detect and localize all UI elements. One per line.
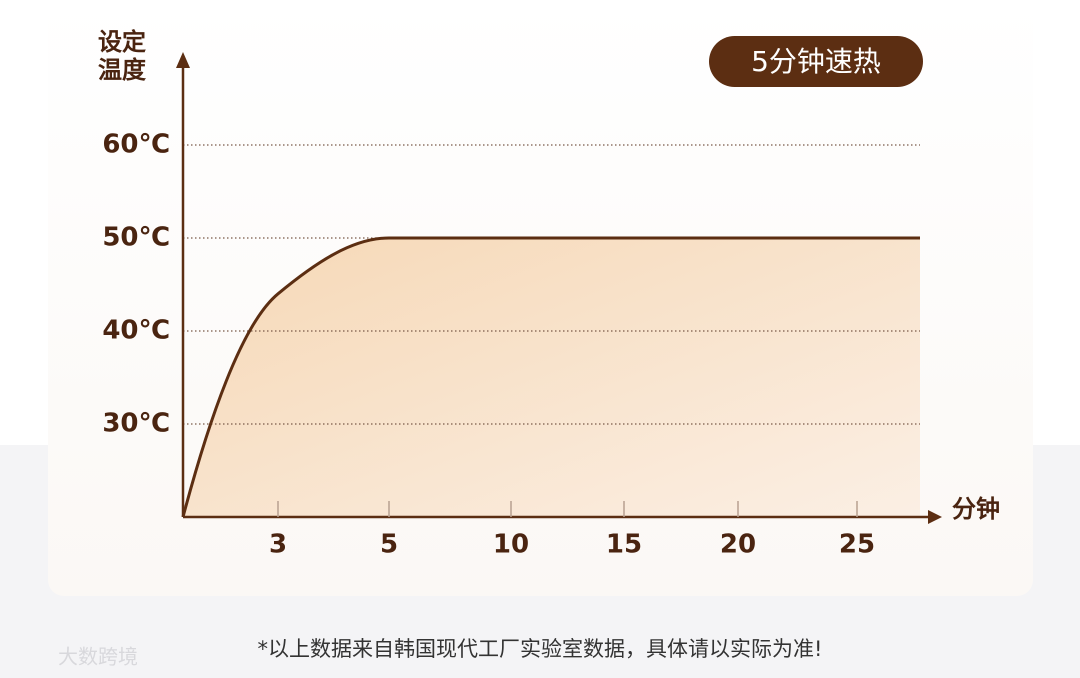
y-axis-arrow bbox=[176, 52, 190, 68]
line bbox=[181, 236, 920, 518]
footnote: *以上数据来自韩国现代工厂实验室数据，具体请以实际为准! bbox=[258, 637, 823, 661]
y-tick-label: 40℃ bbox=[102, 316, 170, 346]
watermark: 大数跨境 bbox=[58, 645, 138, 669]
x-axis-arrow bbox=[928, 510, 942, 524]
x-tick-label: 10 bbox=[493, 530, 529, 560]
x-tick-label: 3 bbox=[269, 530, 287, 560]
y-tick-label: 50℃ bbox=[102, 223, 170, 253]
y-tick-label: 30℃ bbox=[102, 409, 170, 439]
x-tick-label: 5 bbox=[380, 530, 398, 560]
area bbox=[183, 238, 920, 517]
badge bbox=[709, 36, 923, 87]
chart-title: 5分钟速热 bbox=[751, 45, 881, 78]
y-axis-label: 设定温度 bbox=[98, 28, 146, 84]
x-axis-label: 分钟 bbox=[952, 495, 1000, 523]
x-tick-label: 20 bbox=[720, 530, 756, 560]
x-tick-label: 25 bbox=[839, 530, 875, 560]
x-tick-label: 15 bbox=[606, 530, 642, 560]
y-tick-label: 60℃ bbox=[102, 130, 170, 160]
